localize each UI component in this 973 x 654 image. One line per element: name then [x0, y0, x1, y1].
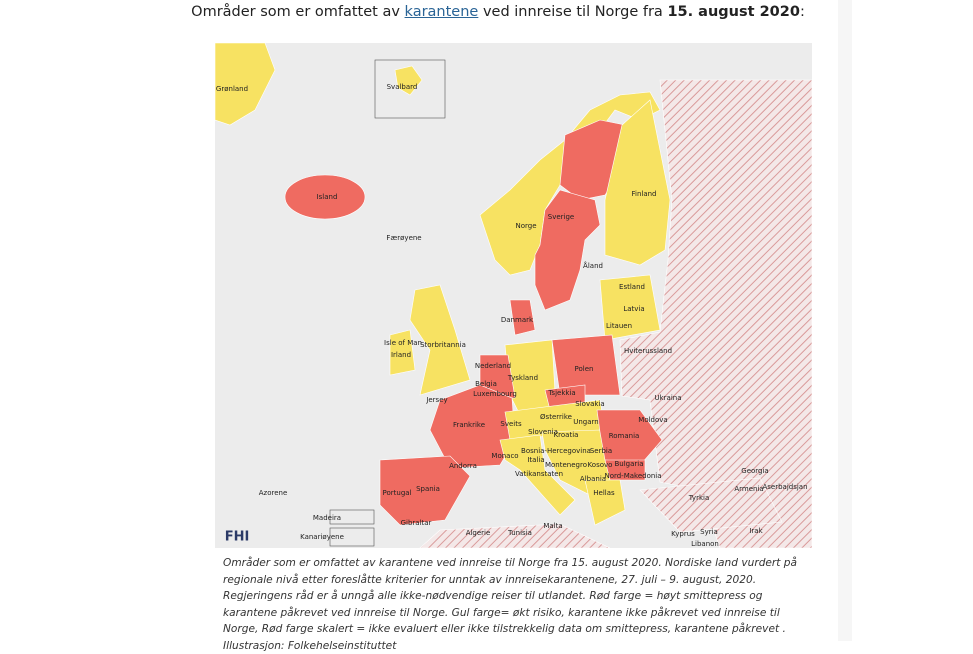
region	[409, 284, 471, 396]
map-label: Bulgaria	[614, 460, 643, 468]
heading-text: Områder som er omfattet av	[191, 4, 400, 20]
map-label: Grønland	[216, 85, 248, 93]
region	[604, 459, 646, 481]
map-label: Romania	[609, 432, 640, 440]
map-label: Azorene	[259, 489, 288, 497]
map-label: Nord-Makedonia	[604, 472, 661, 480]
map-label: Danmark	[501, 316, 534, 324]
map-label: Ungarn	[573, 418, 598, 426]
map-label: Litauen	[606, 322, 632, 330]
map-label: Syria	[700, 528, 718, 536]
region	[509, 299, 536, 336]
region	[419, 523, 611, 548]
map-label: Hellas	[593, 489, 615, 497]
map-label: Ukraina	[654, 394, 681, 402]
map-label: Færøyene	[386, 234, 421, 242]
map-label: Serbia	[590, 447, 612, 455]
region	[599, 274, 661, 341]
map-label: Belgia	[475, 380, 497, 388]
heading-link[interactable]: karantene	[404, 4, 479, 20]
logo: FHI	[225, 530, 250, 545]
map-label: Albania	[580, 475, 606, 483]
map-label: Moldova	[638, 416, 667, 424]
map-label: Andorra	[449, 462, 477, 470]
map-label: Kosovo	[588, 461, 613, 469]
map-label: Armenia	[734, 485, 763, 493]
map-label: Latvia	[623, 305, 644, 313]
region	[584, 479, 626, 526]
map-label: Madeira	[313, 514, 341, 522]
map: Grønland Svalbard Island Færøyene Norge Sveri…	[215, 43, 812, 548]
region	[499, 434, 576, 516]
map-label: Sveits	[500, 420, 522, 428]
map-label: Libanon	[691, 540, 719, 548]
map-label: Polen	[575, 365, 594, 373]
map-label: Slovenia	[528, 428, 558, 436]
region	[215, 43, 276, 126]
map-label: Åland	[583, 261, 603, 270]
map-label: Italia	[527, 456, 544, 464]
map-label: Norge	[515, 222, 536, 230]
map-label: Luxembourg	[473, 390, 517, 398]
map-label: Malta	[543, 522, 562, 530]
map-label: Island	[317, 193, 338, 201]
map-label: Portugal	[383, 489, 412, 497]
heading-text: ved innreise til Norge fra	[482, 4, 663, 20]
map-label: Storbritannia	[420, 341, 466, 349]
map-label: Vatikanstaten	[515, 470, 563, 478]
map-label: Kyprus	[671, 530, 695, 538]
map-label: Gibraltar	[401, 519, 432, 527]
map-label: Østerrike	[540, 413, 572, 421]
region	[389, 329, 416, 376]
region	[619, 79, 812, 548]
region	[379, 455, 471, 526]
map-label: Tunisia	[507, 529, 532, 537]
map-label: Finland	[631, 190, 656, 198]
sidebar	[838, 0, 852, 641]
region	[639, 477, 783, 533]
region	[394, 65, 423, 96]
region	[479, 354, 516, 399]
heading-text: :	[799, 4, 805, 20]
map-label: Sverige	[548, 213, 574, 221]
map-label: Frankrike	[453, 421, 485, 429]
map-label: Kanariøyene	[300, 533, 344, 541]
map-label: Slovakia	[575, 400, 604, 408]
region	[551, 334, 621, 396]
caption: Områder som er omfattet av karantene ved…	[223, 557, 798, 652]
region	[534, 189, 601, 311]
inset	[374, 59, 446, 119]
map-label: Bosnia-Hercegovina	[521, 447, 591, 455]
map-label: Isle of Man	[384, 339, 422, 347]
region	[284, 174, 366, 220]
map-label: Estland	[619, 283, 645, 291]
map-label: Spania	[416, 485, 440, 493]
map-label: Nederland	[475, 362, 511, 370]
heading-date: 15. august 2020	[667, 4, 800, 20]
region	[479, 91, 661, 276]
map-label: Aserbajdsjan	[762, 483, 807, 491]
map-label: Irland	[391, 351, 411, 359]
map-label: Montenegro	[545, 461, 587, 469]
labels: Grønland Svalbard Island Færøyene Norge Sveri…	[216, 83, 808, 548]
regions	[215, 43, 812, 548]
map-label: Tyrkia	[688, 494, 710, 502]
map-label: Algerie	[466, 529, 491, 537]
map-label: Tyskland	[507, 374, 538, 382]
map-label: Kroatia	[554, 431, 579, 439]
heading: Områder som er omfattet av karantene ved…	[0, 4, 973, 20]
map-label: Georgia	[741, 467, 768, 475]
map-label: Monaco	[491, 452, 518, 460]
map-label: Irak	[749, 527, 763, 535]
map-label: Svalbard	[387, 83, 418, 91]
region	[604, 99, 671, 266]
inset	[329, 509, 375, 525]
map-label: Hviterussland	[624, 347, 672, 355]
inset	[329, 527, 375, 547]
map-label: Jersey	[425, 396, 447, 404]
map-label: Tsjekkia	[547, 389, 575, 397]
